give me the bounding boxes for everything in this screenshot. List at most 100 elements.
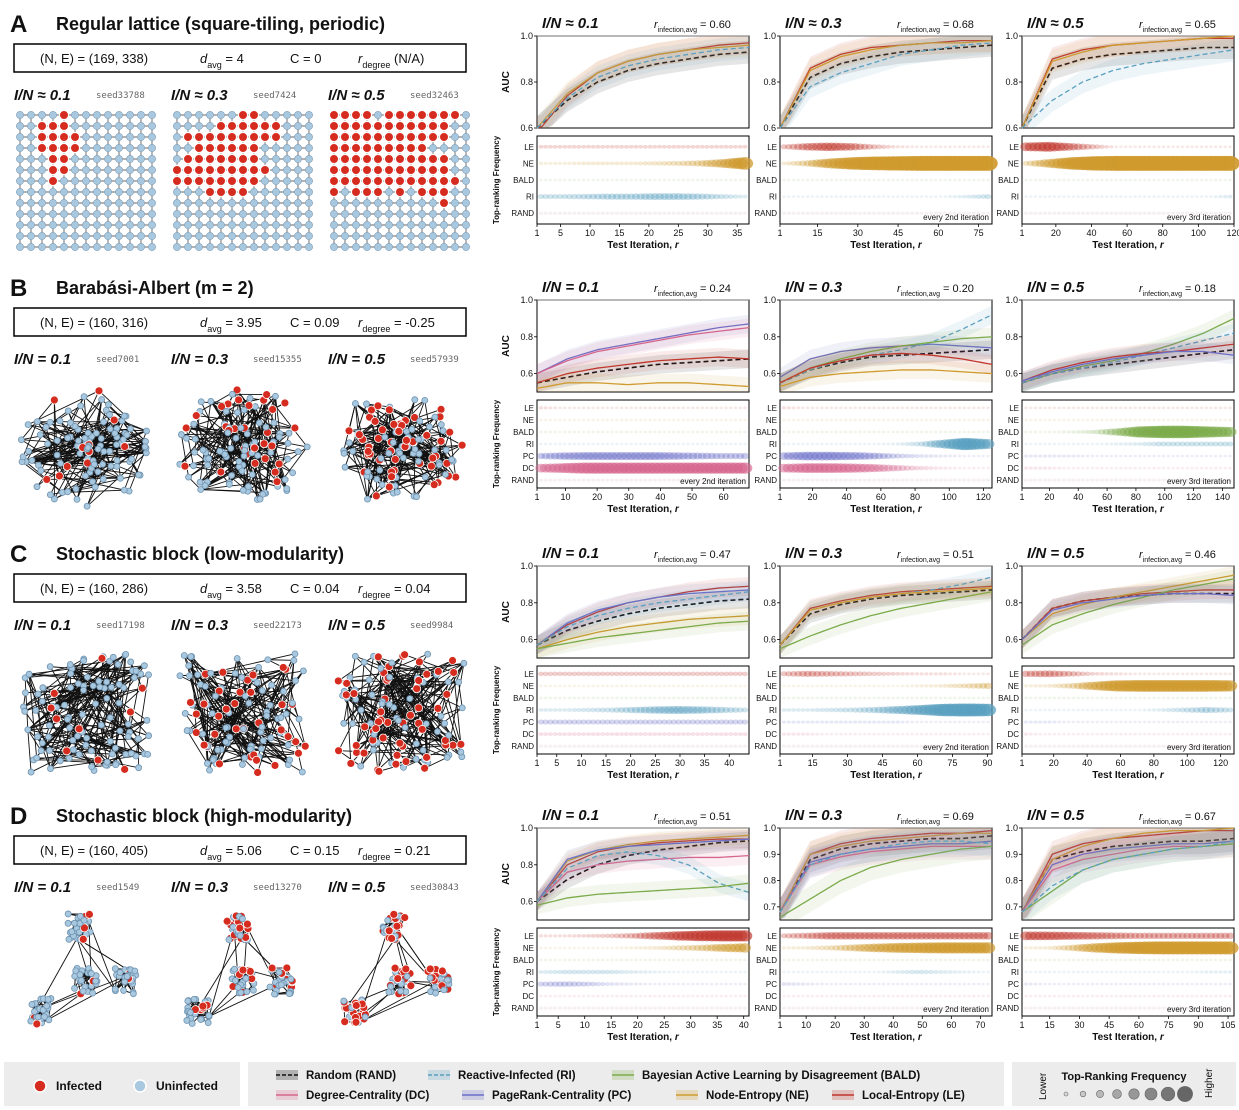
uninfected-node (144, 750, 152, 758)
uninfected-node (340, 997, 348, 1005)
uninfected-node (126, 122, 134, 130)
frequency-dot (1209, 178, 1213, 182)
uninfected-node (407, 243, 415, 251)
infected-node (410, 413, 420, 422)
uninfected-node (195, 232, 203, 240)
uninfected-node (115, 166, 123, 174)
frequency-dot (1033, 178, 1038, 182)
uninfected-node (294, 144, 302, 152)
frequency-dot (685, 144, 691, 149)
frequency-dot (714, 211, 719, 215)
graph-edge (226, 397, 251, 412)
uninfected-node (191, 435, 199, 443)
frequency-dot (910, 406, 914, 410)
frequency-dot (572, 178, 576, 182)
frequency-dot (628, 144, 634, 149)
uninfected-node (16, 177, 24, 185)
frequency-dot (839, 430, 843, 434)
uninfected-node (246, 394, 254, 402)
frequency-dot (700, 430, 704, 434)
uninfected-node (419, 746, 427, 754)
frequency-dot (686, 430, 690, 434)
network-snapshot (333, 650, 468, 776)
uninfected-node (27, 210, 35, 218)
uninfected-node (17, 436, 25, 444)
uninfected-node (441, 719, 449, 727)
frequency-dot (905, 406, 910, 410)
frequency-dot (867, 442, 872, 446)
frequency-dot (562, 161, 567, 166)
panel-title: Barabási-Albert (m = 2) (56, 278, 254, 298)
frequency-dot (539, 178, 543, 182)
frequency-dot (567, 430, 572, 434)
x-tick-label: 10 (560, 492, 570, 502)
infected-node (244, 401, 254, 410)
frequency-dot (733, 406, 738, 410)
uninfected-node (228, 221, 236, 229)
frequency-dot (710, 406, 714, 410)
frequency-dot (1176, 195, 1180, 198)
frequency-dot (567, 442, 572, 446)
uninfected-node (46, 663, 54, 671)
frequency-dot (648, 211, 653, 215)
x-tick-label: 30 (853, 228, 863, 238)
infected-node (427, 131, 439, 143)
frequency-dot (843, 406, 848, 410)
uninfected-node (407, 232, 415, 240)
uninfected-node (294, 232, 302, 240)
frequency-dot (981, 454, 985, 458)
uninfected-node (107, 462, 115, 470)
frequency-dot (905, 211, 910, 215)
uninfected-node (437, 712, 445, 720)
frequency-dot (648, 406, 652, 410)
uninfected-node (57, 460, 64, 467)
uninfected-node (462, 111, 470, 119)
frequency-dot (786, 211, 791, 215)
frequency-row-label: PC (766, 452, 777, 461)
stats-assortativity: rdegree = -0.25 (358, 315, 435, 334)
x-tick-label: 1 (534, 228, 539, 238)
uninfected-node (137, 210, 145, 218)
graph-edge (367, 476, 370, 500)
frequency-dot (690, 144, 696, 149)
frequency-dot (943, 418, 947, 422)
snapshot-seed: seed17198 (96, 621, 145, 631)
frequency-dot (800, 211, 806, 215)
frequency-row-label: BALD (513, 176, 534, 185)
frequency-dot (957, 194, 962, 199)
graph-edge (275, 396, 281, 434)
uninfected-node (93, 122, 101, 130)
panel-b: B Barabási-Albert (m = 2)(N, E) = (160, 3… (10, 275, 467, 510)
frequency-dot (900, 145, 905, 149)
infected-node (401, 964, 411, 974)
frequency-dot (948, 430, 952, 434)
frequency-dot (558, 178, 562, 182)
infected-node (412, 684, 422, 694)
frequency-dot (1128, 195, 1133, 198)
uninfected-node (126, 155, 134, 163)
frequency-dot (905, 145, 910, 149)
frequency-dot (600, 144, 606, 149)
frequency-dot (719, 178, 723, 182)
frequency-dot (643, 418, 648, 422)
frequency-dot (972, 145, 976, 149)
uninfected-node (27, 144, 35, 152)
uninfected-node (93, 144, 101, 152)
frequency-dot (576, 478, 582, 482)
uninfected-node (231, 977, 239, 985)
frequency-dot (796, 430, 800, 434)
uninfected-node (281, 476, 289, 484)
snapshot-label: I/N ≈ 0.5 (328, 87, 385, 104)
frequency-dot (557, 211, 563, 215)
uninfected-node (393, 488, 401, 496)
uninfected-node (363, 400, 370, 408)
frequency-dot (1152, 211, 1157, 215)
frequency-dot (825, 195, 829, 198)
frequency-dot (782, 430, 786, 434)
uninfected-node (305, 232, 313, 240)
infected-node (193, 175, 205, 187)
frequency-dot (1104, 144, 1110, 149)
uninfected-node (216, 447, 224, 455)
frequency-dot (600, 161, 606, 166)
